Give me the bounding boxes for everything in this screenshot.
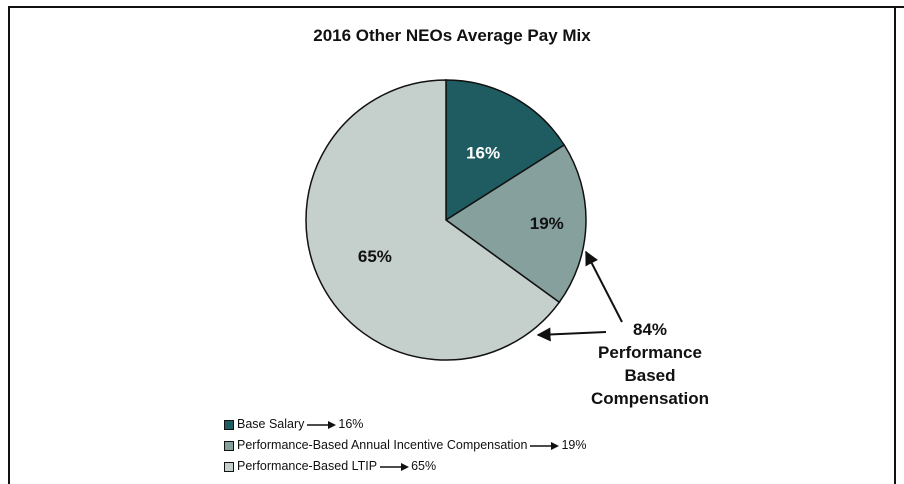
legend-swatch <box>224 440 234 451</box>
chart-title: 2016 Other NEOs Average Pay Mix <box>313 26 591 45</box>
callout-line-2: Based <box>624 366 676 385</box>
callout-arrow-lower <box>536 327 607 342</box>
callout-arrow-upper <box>585 250 623 323</box>
legend-label: Base Salary <box>237 417 305 431</box>
legend-value: 19% <box>561 438 587 452</box>
performance-callout: 84% Performance Based Compensation <box>560 318 740 410</box>
pie-slice-1 <box>445 79 566 222</box>
legend-arrow-icon <box>380 462 410 471</box>
legend-item-annual-incentive: Performance-Based Annual Incentive Compe… <box>224 435 586 456</box>
pie-slice-3 <box>305 79 561 361</box>
legend-label: Performance-Based LTIP <box>237 459 378 473</box>
legend-value: 65% <box>411 459 437 473</box>
chart-frame-right-edge <box>894 6 896 484</box>
callout-line-1: Performance <box>598 343 702 362</box>
legend-item-base-salary: Base Salary 16% <box>224 414 586 435</box>
legend-value: 16% <box>338 417 364 431</box>
legend-arrow-icon <box>530 441 560 450</box>
pie-slice-label-3: 65% <box>358 247 392 266</box>
legend: Base Salary 16% Performance-Based Annual… <box>224 414 586 477</box>
pie-slice-label-2: 19% <box>530 214 564 233</box>
legend-swatch <box>224 419 234 430</box>
callout-percent: 84% <box>632 320 668 339</box>
legend-label: Performance-Based Annual Incentive Compe… <box>237 438 528 452</box>
pie-slice-2 <box>444 143 587 304</box>
callout-line-3: Compensation <box>590 389 710 408</box>
legend-item-ltip: Performance-Based LTIP 65% <box>224 456 586 477</box>
chart-frame <box>8 6 904 484</box>
legend-swatch <box>224 461 234 472</box>
legend-arrow-icon <box>307 420 337 429</box>
pie-slice-label-1: 16% <box>466 144 500 163</box>
